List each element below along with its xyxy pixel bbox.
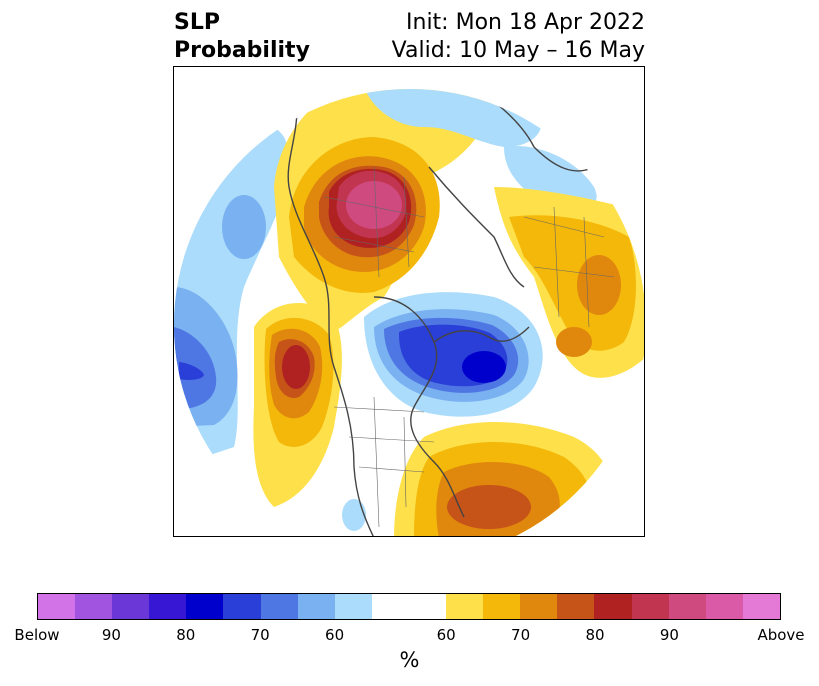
colorbar-tick-label: 70	[250, 626, 270, 644]
colorbar-swatch-above-1	[483, 594, 521, 619]
colorbar-tick-label: 80	[176, 626, 196, 644]
below-region-aleutian	[222, 195, 266, 259]
colorbar-swatch-below-0	[38, 594, 76, 619]
colorbar-swatch-below-5	[223, 594, 261, 619]
colorbar	[37, 593, 781, 620]
above-region-europe-60	[509, 215, 636, 351]
colorbar-swatch-below-4	[186, 594, 224, 619]
colorbar-tick-label: 70	[511, 626, 531, 644]
title-left: SLP Probability	[174, 9, 310, 65]
colorbar-swatch-below-6	[260, 594, 298, 619]
political-borders	[323, 166, 615, 528]
colorbar-swatch-above-7	[705, 594, 743, 619]
below-region-scandinavia	[504, 146, 597, 211]
map-svg	[174, 89, 644, 536]
above-region-europe-70	[577, 255, 621, 315]
probability-map	[173, 66, 645, 537]
colorbar-tick-label: 60	[436, 626, 456, 644]
title-right: Init: Mon 18 Apr 2022 Valid: 10 May – 16…	[392, 9, 645, 65]
colorbar-swatch-below-1	[75, 594, 113, 619]
colorbar-swatch-above-8	[742, 594, 780, 619]
title-variable: SLP	[174, 10, 220, 35]
colorbar-swatch-below-8	[334, 594, 372, 619]
colorbar-tick-label: Below	[14, 626, 60, 644]
above-region-westcoast-90	[282, 345, 310, 389]
colorbar-swatch-below-7	[297, 594, 335, 619]
valid-range: Valid: 10 May – 16 May	[391, 38, 645, 63]
colorbar-tick-label: 80	[585, 626, 605, 644]
above-region-eastus-80	[447, 485, 531, 529]
colorbar-ticks: Below 90 80 70 60 60 70 80 90 Above	[0, 626, 819, 646]
colorbar-swatch-below-3	[149, 594, 187, 619]
colorbar-tick-label: 90	[659, 626, 679, 644]
colorbar-swatch-above-4	[594, 594, 632, 619]
below-region-greenland-90	[462, 351, 506, 383]
colorbar-swatch-below-2	[112, 594, 150, 619]
colorbar-swatch-above-0	[446, 594, 484, 619]
colorbar-tick-label: 60	[325, 626, 345, 644]
above-region-europe-70b	[556, 327, 592, 357]
colorbar-swatch-above-5	[631, 594, 669, 619]
colorbar-tick-label: 90	[101, 626, 121, 644]
title-field: Probability	[174, 38, 310, 63]
init-date: Init: Mon 18 Apr 2022	[406, 10, 645, 35]
above-region-asia-max	[346, 181, 402, 229]
colorbar-unit: %	[399, 648, 420, 672]
below-region-pacific-80	[179, 362, 204, 380]
colorbar-swatch-above-3	[557, 594, 595, 619]
colorbar-tick-label: Above	[757, 626, 805, 644]
below-region-mexico	[342, 499, 366, 531]
colorbar-swatch-above-2	[520, 594, 558, 619]
colorbar-swatch-neutral	[371, 594, 447, 619]
colorbar-swatch-above-6	[668, 594, 706, 619]
